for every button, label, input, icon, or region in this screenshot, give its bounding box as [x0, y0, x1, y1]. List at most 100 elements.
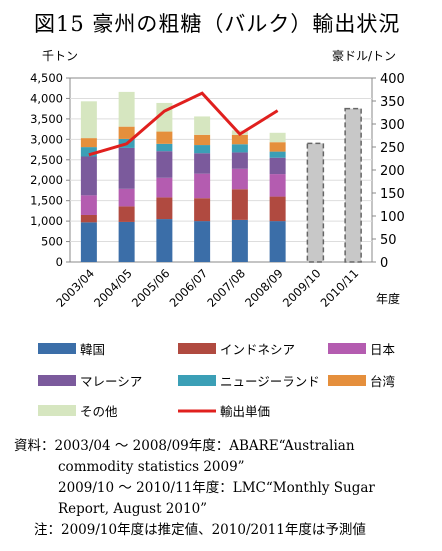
bar-segment: [118, 221, 135, 262]
bar-segment: [80, 138, 97, 148]
left-tick-label: 4,000: [30, 91, 63, 105]
note-line: 注：2009/10年度は推定値、2010/2011年度は予測値: [34, 520, 375, 541]
price-line: [88, 91, 279, 157]
x-tick-label: 2007/08: [204, 266, 248, 310]
right-tick-label: 150: [380, 187, 405, 202]
bar-segment: [231, 152, 248, 169]
price-line-layer: [88, 91, 279, 157]
left-tick-label: 2,500: [30, 153, 63, 167]
bar-segment: [231, 219, 248, 262]
bar-segment: [269, 221, 286, 262]
bars-layer: [80, 91, 362, 263]
bar-segment: [118, 188, 135, 207]
left-tick-label: 1,000: [30, 214, 63, 228]
legend-swatch: [178, 343, 216, 354]
bar-segment: [156, 219, 173, 262]
bar-segment: [269, 157, 286, 175]
right-axis: 0 50 100 150 200 250 300 350 400: [372, 72, 405, 271]
right-tick-label: 0: [380, 256, 388, 271]
bar-segment: [269, 142, 286, 152]
legend-label: 韓国: [80, 342, 105, 357]
x-tick-label: 2010/11: [318, 266, 362, 310]
bar-segment: [118, 126, 135, 139]
bar-segment: [269, 132, 286, 143]
bar-segment: [80, 214, 97, 223]
legend-label: 輸出単価: [220, 404, 270, 419]
legend-label: 台湾: [370, 374, 395, 389]
legend-swatch: [328, 343, 366, 354]
legend-swatch: [38, 375, 76, 386]
bar-segment: [269, 174, 286, 197]
bar-segment: [80, 222, 97, 262]
estimate-bar: [344, 107, 362, 263]
bar-segment: [156, 131, 173, 144]
legend-label: ニュージーランド: [220, 374, 320, 389]
bar-segment: [231, 189, 248, 220]
bar-segment: [194, 116, 211, 135]
bar-segment: [194, 145, 211, 154]
legend-label: その他: [80, 404, 118, 419]
source-text-1: 2003/04 ～ 2008/09年度：ABARE“Australian: [54, 438, 355, 454]
x-tick-label: 2003/04: [53, 266, 97, 310]
bar-segment: [269, 151, 286, 158]
source-line-4: Report, August 2010”: [58, 501, 208, 517]
right-tick-label: 250: [380, 141, 405, 156]
export-chart: 千トン 豪ドル/トン 年度 05001,0001,5002,0002,5003,…: [30, 48, 405, 419]
estimate-bar: [306, 142, 325, 263]
left-axis-unit: 千トン: [42, 49, 78, 63]
right-tick-label: 300: [380, 118, 405, 133]
bar-segment: [194, 134, 211, 146]
left-tick-label: 3,500: [30, 112, 63, 126]
x-axis: 2003/042004/052005/062006/072007/082008/…: [53, 266, 361, 310]
source-line-1: 資料：2003/04 ～ 2008/09年度：ABARE“Australian: [14, 436, 375, 457]
bar-segment: [118, 91, 135, 127]
legend-swatch: [38, 343, 76, 354]
left-tick-label: 500: [41, 235, 63, 249]
legend-swatch: [328, 375, 366, 386]
bar-segment: [231, 144, 248, 153]
right-tick-label: 50: [380, 233, 397, 248]
right-tick-label: 200: [380, 164, 405, 179]
x-tick-label: 2009/10: [280, 266, 324, 310]
right-axis-unit: 豪ドル/トン: [332, 48, 396, 63]
legend-swatch: [178, 375, 216, 386]
bar-segment: [118, 206, 135, 222]
plot-frame: [69, 77, 373, 263]
right-tick-label: 100: [380, 210, 405, 225]
bar-segment: [194, 173, 211, 199]
bar-segment: [80, 195, 97, 215]
bar-segment: [194, 198, 211, 222]
x-tick-label: 2005/06: [129, 266, 173, 310]
legend-label: インドネシア: [220, 342, 295, 357]
right-tick-label: 350: [380, 95, 405, 110]
bar-segment: [80, 156, 97, 196]
x-tick-label: 2004/05: [91, 266, 135, 310]
bar-segment: [194, 153, 211, 174]
chart-title: 図15 豪州の粗糖（バルク）輸出状況: [34, 12, 401, 36]
right-tick-label: 400: [380, 72, 405, 87]
bar-segment: [80, 147, 97, 157]
bar-segment: [118, 147, 135, 189]
notes: 資料：2003/04 ～ 2008/09年度：ABARE“Australian …: [14, 436, 375, 541]
note-text: 2009/10年度は推定値、2010/2011年度は予測値: [61, 522, 366, 538]
source-line-3: 2009/10 ～ 2010/11年度：LMC“Monthly Sugar: [58, 480, 375, 496]
bar-segment: [156, 197, 173, 220]
legend-label: 日本: [370, 342, 396, 357]
note-label: 注：: [34, 522, 61, 538]
x-tick-label: 2006/07: [167, 266, 211, 310]
bar-segment: [156, 151, 173, 178]
bar-segment: [156, 177, 173, 198]
bar-segment: [80, 101, 97, 139]
bar-segment: [269, 196, 286, 222]
bar-segment: [231, 168, 248, 190]
bar-segment: [194, 221, 211, 262]
left-tick-label: 0: [56, 255, 63, 269]
source-label: 資料：: [14, 438, 55, 454]
left-tick-label: 2,000: [30, 173, 63, 187]
left-tick-label: 4,500: [30, 71, 63, 85]
x-axis-unit: 年度: [376, 291, 400, 306]
x-tick-label: 2008/09: [242, 266, 286, 310]
legend-swatch: [38, 405, 76, 416]
bar-segment: [156, 143, 173, 152]
